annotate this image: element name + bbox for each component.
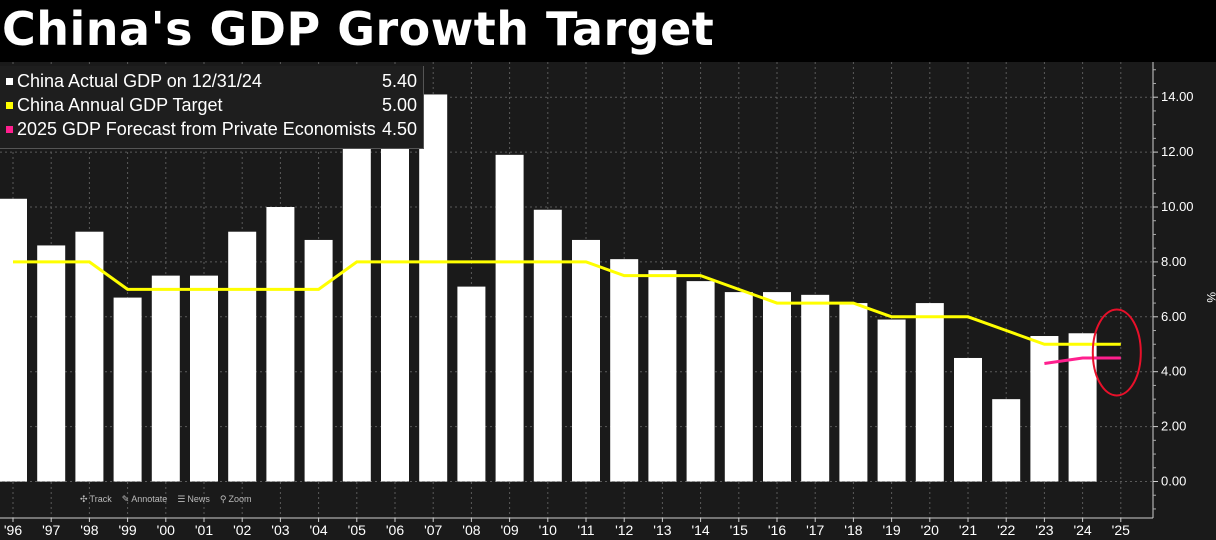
news-icon: ☰ [177,493,186,504]
y-tick-label: 14.00 [1161,89,1194,104]
x-tick-label: '24 [1073,522,1091,538]
bar [915,303,944,482]
legend-label: China Actual GDP on 12/31/24 [17,70,262,91]
chart-title: China's GDP Growth Target [2,2,715,56]
x-tick-label: '04 [309,522,327,538]
legend: China Actual GDP on 12/31/24 5.40 China … [0,66,424,149]
bar [1030,336,1059,482]
highlight-circle [1091,308,1142,397]
legend-swatch-actual [6,77,13,85]
legend-label: China Annual GDP Target [17,94,223,115]
bar [763,292,791,482]
magnifier-icon: ⚲ [219,493,227,504]
x-tick-label: '07 [424,522,442,538]
bar [457,286,486,482]
bar [648,270,677,482]
news-label: News [187,494,210,504]
bar [801,294,830,482]
y-tick-label: 12.00 [1161,144,1194,159]
x-tick-label: '00 [157,522,175,538]
target-line [13,260,1121,346]
x-tick-label: '09 [500,522,518,538]
y-axis-label: % [1204,292,1216,303]
track-button[interactable]: ✣ Track [80,492,112,506]
legend-label: 2025 GDP Forecast from Private Economist… [17,118,376,139]
bar [228,231,257,482]
legend-value-forecast: 4.50 [382,118,418,139]
legend-value-actual: 5.40 [382,70,418,91]
bar [37,245,66,482]
legend-swatch-target [6,101,13,109]
x-tick-label: '98 [80,522,98,538]
bar [0,198,27,482]
zoom-label: Zoom [228,494,252,504]
legend-item-actual-gdp: China Actual GDP on 12/31/24 [6,70,262,92]
legend-item-forecast: 2025 GDP Forecast from Private Economist… [6,118,376,140]
bar [419,94,448,482]
bar [75,231,104,482]
crosshair-icon: ✣ [80,493,88,504]
x-tick-label: '08 [462,522,480,538]
x-tick-label: '96 [4,522,22,538]
title-bar: China's GDP Growth Target [0,0,1216,62]
forecast-line [1044,356,1121,365]
x-tick-label: '05 [348,522,366,538]
bar [992,399,1021,482]
bar [533,209,562,482]
x-tick-label: '99 [118,522,136,538]
legend-item-target: China Annual GDP Target [6,94,222,116]
y-tick-label: 6.00 [1161,309,1186,324]
x-tick-label: '22 [997,522,1015,538]
x-tick-label: '14 [691,522,709,538]
bar [495,154,524,482]
bar [113,297,142,482]
bar [686,281,715,482]
y-tick-label: 0.00 [1161,474,1186,489]
bar [877,319,906,482]
zoom-button[interactable]: ⚲ Zoom [220,492,252,506]
y-tick-label: 2.00 [1161,419,1186,434]
x-tick-label: '17 [806,522,824,538]
x-tick-label: '16 [768,522,786,538]
bar [954,357,982,482]
y-tick-label: 4.00 [1161,364,1186,379]
x-tick-label: '97 [42,522,60,538]
bar [724,292,753,482]
x-tick-label: '18 [844,522,862,538]
bar [572,239,600,482]
bar [381,94,409,482]
x-tick-label: '12 [615,522,633,538]
x-tick-label: '23 [1035,522,1053,538]
bar [190,275,218,482]
x-tick-label: '13 [653,522,671,538]
x-tick-label: '19 [882,522,900,538]
bar [342,141,371,482]
x-tick-label: '15 [730,522,748,538]
bar [610,259,639,482]
y-tick-label: 8.00 [1161,254,1186,269]
legend-value-target: 5.00 [382,94,418,115]
x-tick-label: '20 [921,522,939,538]
x-tick-label: '11 [577,522,594,538]
x-tick-label: '02 [233,522,251,538]
legend-swatch-forecast [6,125,13,133]
x-tick-label: '01 [195,522,213,538]
x-tick-label: '06 [386,522,404,538]
news-button[interactable]: ☰ News [177,492,210,506]
track-label: Track [89,494,112,504]
bar [151,275,180,482]
annotate-button[interactable]: ✎ Annotate [122,492,168,506]
x-tick-label: '25 [1112,522,1130,538]
bar [266,207,295,482]
pencil-icon: ✎ [121,493,130,504]
bar [839,303,868,482]
y-tick-label: 10.00 [1161,199,1194,214]
x-tick-label: '10 [539,522,557,538]
x-tick-label: '03 [271,522,289,538]
x-tick-label: '21 [959,522,977,538]
annotate-label: Annotate [131,494,168,504]
bar [304,239,333,482]
chart-toolbar: ✣ Track ✎ Annotate ☰ News ⚲ Zoom [80,492,252,506]
